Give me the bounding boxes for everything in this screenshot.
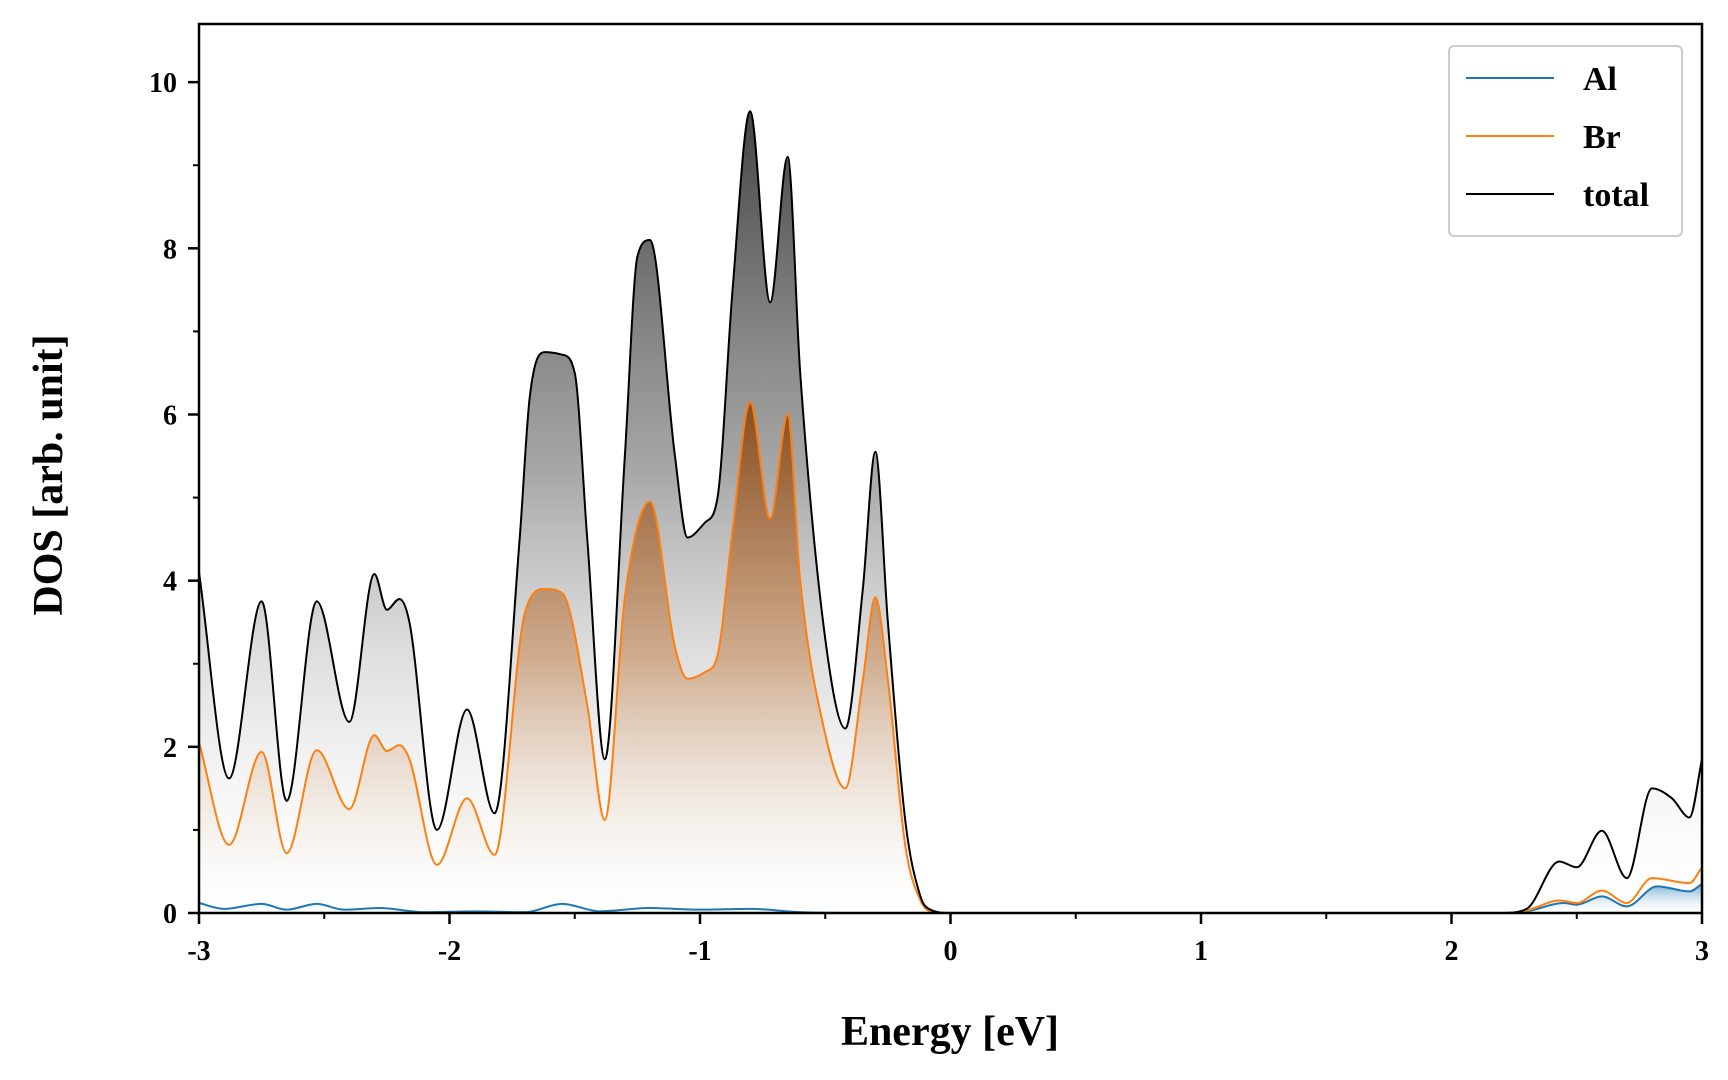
fill-br xyxy=(199,402,1702,913)
y-tick-label: 6 xyxy=(163,400,177,431)
x-tick-label: 1 xyxy=(1194,936,1208,967)
y-axis-title: DOS [arb. unit] xyxy=(26,334,72,615)
x-tick-label: 3 xyxy=(1695,936,1709,967)
legend: Al Br total xyxy=(1448,45,1683,237)
x-tick-label: -1 xyxy=(688,936,711,967)
legend-box xyxy=(1448,45,1683,237)
legend-label-total: total xyxy=(1583,177,1649,214)
y-tick-label: 8 xyxy=(163,234,177,265)
line-al xyxy=(199,883,1702,913)
y-tick-label: 0 xyxy=(163,899,177,930)
y-tick-label: 4 xyxy=(163,567,177,598)
legend-label-al: Al xyxy=(1583,61,1617,98)
line-total xyxy=(199,110,1702,913)
x-tick-label: -3 xyxy=(187,936,210,967)
y-tick-label: 2 xyxy=(163,733,177,764)
legend-label-br: Br xyxy=(1583,119,1621,156)
x-tick-label: 2 xyxy=(1445,936,1459,967)
x-axis-title: Energy [eV] xyxy=(841,1009,1059,1055)
x-tick-label: 0 xyxy=(944,936,958,967)
axis-ticks: -3 -2 -1 0 1 2 3 0 2 4 6 8 10 xyxy=(149,68,1709,967)
y-tick-label: 10 xyxy=(149,68,177,99)
x-tick-label: -2 xyxy=(438,936,461,967)
